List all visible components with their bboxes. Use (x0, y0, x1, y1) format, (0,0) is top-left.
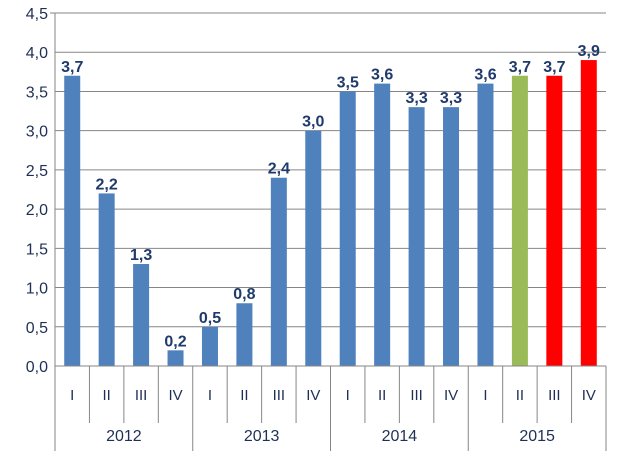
quarter-label: I (346, 387, 350, 404)
quarter-label: I (483, 387, 487, 404)
data-label: 2,4 (268, 161, 290, 178)
bar (133, 264, 150, 366)
quarter-label: I (208, 387, 212, 404)
quarter-label: III (548, 387, 561, 404)
quarter-label: II (378, 387, 386, 404)
data-label: 0,5 (199, 310, 221, 327)
quarter-label: I (70, 387, 74, 404)
data-label: 0,2 (164, 333, 186, 350)
data-label: 0,8 (233, 286, 255, 303)
y-tick-label: 4,0 (26, 45, 48, 62)
data-label: 3,7 (509, 59, 531, 76)
bar (546, 75, 563, 366)
data-label: 3,3 (405, 90, 427, 107)
year-labels: 2012 2013 2014 2015 (106, 428, 555, 445)
x-tick-labels: I II III IV I II III IV I II III IV I II III IV (70, 387, 596, 404)
bar (201, 326, 218, 366)
y-tick-label: 2,5 (26, 163, 48, 180)
bar (167, 350, 184, 366)
y-tick-label: 3,0 (26, 124, 48, 141)
bar (270, 177, 287, 366)
data-label: 3,0 (302, 114, 324, 131)
year-label: 2012 (106, 428, 142, 445)
quarter-label: II (102, 387, 110, 404)
year-label: 2015 (519, 428, 555, 445)
quarter-label: IV (168, 387, 182, 404)
y-tick-labels: 0,0 0,5 1,0 1,5 2,0 2,5 3,0 3,5 4,0 4,5 (26, 6, 48, 376)
quarter-label: III (410, 387, 423, 404)
y-tick-label: 4,5 (26, 6, 48, 23)
bar (98, 193, 115, 366)
data-label: 3,7 (543, 59, 565, 76)
data-label: 3,7 (61, 59, 83, 76)
bar (374, 83, 391, 366)
quarter-label: II (516, 387, 524, 404)
bar (443, 107, 460, 366)
data-label: 3,3 (440, 90, 462, 107)
bar (305, 130, 322, 366)
quarter-label: II (240, 387, 248, 404)
year-label: 2014 (382, 428, 418, 445)
y-tick-label: 0,0 (26, 359, 48, 376)
quarter-label: III (135, 387, 148, 404)
axes (50, 12, 607, 451)
bar (408, 107, 425, 366)
bar (477, 83, 494, 366)
quarter-label: IV (306, 387, 320, 404)
y-tick-label: 3,5 (26, 84, 48, 101)
quarter-label: IV (444, 387, 458, 404)
bar (511, 75, 528, 366)
quarter-label: IV (582, 387, 596, 404)
y-tick-label: 1,5 (26, 241, 48, 258)
data-labels: 3,7 2,2 1,3 0,2 0,5 0,8 2,4 3,0 3,5 3,6 3,3 3,3 3,6 3… (61, 43, 600, 350)
y-tick-label: 1,0 (26, 281, 48, 298)
quarter-label: III (273, 387, 286, 404)
bar (64, 75, 81, 366)
data-label: 1,3 (130, 247, 152, 264)
data-label: 3,6 (371, 67, 393, 84)
y-tick-label: 2,0 (26, 202, 48, 219)
data-label: 3,9 (578, 43, 600, 60)
data-label: 3,5 (337, 74, 359, 91)
data-label: 2,2 (96, 176, 118, 193)
bar (580, 60, 597, 367)
data-label: 3,6 (474, 67, 496, 84)
year-label: 2013 (244, 428, 280, 445)
bars (64, 60, 597, 367)
bar (339, 91, 356, 366)
bar (236, 303, 253, 366)
y-tick-label: 0,5 (26, 320, 48, 337)
